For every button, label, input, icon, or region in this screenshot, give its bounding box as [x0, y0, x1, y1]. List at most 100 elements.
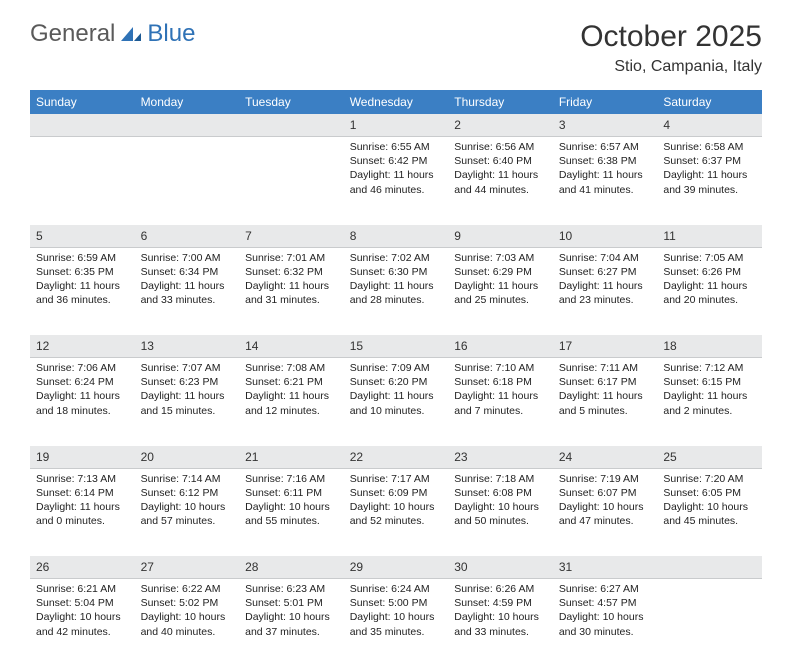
- day-number: 23: [454, 450, 467, 464]
- sunset-text: Sunset: 4:59 PM: [454, 596, 547, 610]
- sail-icon: [119, 25, 143, 43]
- day-number: 12: [36, 339, 49, 353]
- day-content-cell: Sunrise: 7:12 AMSunset: 6:15 PMDaylight:…: [657, 358, 762, 446]
- sunset-text: Sunset: 6:15 PM: [663, 375, 756, 389]
- sunrise-text: Sunrise: 7:12 AM: [663, 361, 756, 375]
- daylight-text: Daylight: 11 hours and 12 minutes.: [245, 389, 338, 417]
- day-content-row: Sunrise: 6:55 AMSunset: 6:42 PMDaylight:…: [30, 137, 762, 225]
- daylight-text: Daylight: 10 hours and 55 minutes.: [245, 500, 338, 528]
- sunrise-text: Sunrise: 6:59 AM: [36, 251, 129, 265]
- weekday-header: Saturday: [657, 90, 762, 114]
- daylight-text: Daylight: 10 hours and 42 minutes.: [36, 610, 129, 638]
- sunrise-text: Sunrise: 6:27 AM: [559, 582, 652, 596]
- sunset-text: Sunset: 6:14 PM: [36, 486, 129, 500]
- day-number: 24: [559, 450, 572, 464]
- daylight-text: Daylight: 10 hours and 57 minutes.: [141, 500, 234, 528]
- weekday-header: Thursday: [448, 90, 553, 114]
- sunrise-text: Sunrise: 7:07 AM: [141, 361, 234, 375]
- day-number-cell: 22: [344, 446, 449, 469]
- daylight-text: Daylight: 11 hours and 23 minutes.: [559, 279, 652, 307]
- day-content-cell: Sunrise: 6:26 AMSunset: 4:59 PMDaylight:…: [448, 579, 553, 667]
- daylight-text: Daylight: 10 hours and 40 minutes.: [141, 610, 234, 638]
- day-content-cell: Sunrise: 7:13 AMSunset: 6:14 PMDaylight:…: [30, 468, 135, 556]
- daylight-text: Daylight: 11 hours and 44 minutes.: [454, 168, 547, 196]
- day-number: 21: [245, 450, 258, 464]
- sunset-text: Sunset: 6:23 PM: [141, 375, 234, 389]
- sunset-text: Sunset: 6:30 PM: [350, 265, 443, 279]
- day-number-cell: 30: [448, 556, 553, 579]
- day-number: 31: [559, 560, 572, 574]
- day-number-cell: 12: [30, 335, 135, 358]
- daylight-text: Daylight: 10 hours and 47 minutes.: [559, 500, 652, 528]
- day-number-cell: 8: [344, 225, 449, 248]
- day-number-cell: [239, 114, 344, 137]
- day-number-cell: 27: [135, 556, 240, 579]
- weekday-header: Friday: [553, 90, 658, 114]
- day-number: 20: [141, 450, 154, 464]
- day-content-cell: Sunrise: 6:55 AMSunset: 6:42 PMDaylight:…: [344, 137, 449, 225]
- sunrise-text: Sunrise: 7:09 AM: [350, 361, 443, 375]
- day-content-cell: Sunrise: 7:10 AMSunset: 6:18 PMDaylight:…: [448, 358, 553, 446]
- sunset-text: Sunset: 6:24 PM: [36, 375, 129, 389]
- sunset-text: Sunset: 6:05 PM: [663, 486, 756, 500]
- day-number-cell: 28: [239, 556, 344, 579]
- day-number: 28: [245, 560, 258, 574]
- sunrise-text: Sunrise: 7:13 AM: [36, 472, 129, 486]
- sunset-text: Sunset: 6:08 PM: [454, 486, 547, 500]
- day-number: 14: [245, 339, 258, 353]
- day-number-cell: 29: [344, 556, 449, 579]
- day-content-cell: Sunrise: 7:03 AMSunset: 6:29 PMDaylight:…: [448, 247, 553, 335]
- daylight-text: Daylight: 11 hours and 41 minutes.: [559, 168, 652, 196]
- sunrise-text: Sunrise: 6:55 AM: [350, 140, 443, 154]
- day-number-cell: 11: [657, 225, 762, 248]
- day-number-cell: 4: [657, 114, 762, 137]
- daylight-text: Daylight: 10 hours and 30 minutes.: [559, 610, 652, 638]
- sunset-text: Sunset: 6:11 PM: [245, 486, 338, 500]
- day-number: 10: [559, 229, 572, 243]
- day-number: 16: [454, 339, 467, 353]
- day-content-cell: Sunrise: 7:04 AMSunset: 6:27 PMDaylight:…: [553, 247, 658, 335]
- sunrise-text: Sunrise: 6:24 AM: [350, 582, 443, 596]
- sunrise-text: Sunrise: 6:26 AM: [454, 582, 547, 596]
- daylight-text: Daylight: 11 hours and 5 minutes.: [559, 389, 652, 417]
- sunset-text: Sunset: 6:27 PM: [559, 265, 652, 279]
- sunrise-text: Sunrise: 7:17 AM: [350, 472, 443, 486]
- sunrise-text: Sunrise: 7:06 AM: [36, 361, 129, 375]
- day-number: 1: [350, 118, 357, 132]
- daylight-text: Daylight: 11 hours and 7 minutes.: [454, 389, 547, 417]
- day-content-cell: Sunrise: 6:57 AMSunset: 6:38 PMDaylight:…: [553, 137, 658, 225]
- day-content-row: Sunrise: 7:13 AMSunset: 6:14 PM Daylight:…: [30, 468, 762, 556]
- day-content-cell: Sunrise: 7:14 AMSunset: 6:12 PMDaylight:…: [135, 468, 240, 556]
- daylight-text: Daylight: 10 hours and 50 minutes.: [454, 500, 547, 528]
- day-number-cell: 20: [135, 446, 240, 469]
- sunset-text: Sunset: 6:20 PM: [350, 375, 443, 389]
- calendar-table: Sunday Monday Tuesday Wednesday Thursday…: [30, 90, 762, 667]
- day-number-cell: 21: [239, 446, 344, 469]
- day-number-cell: 10: [553, 225, 658, 248]
- location: Stio, Campania, Italy: [580, 58, 762, 76]
- daylight-text: Daylight: 10 hours and 33 minutes.: [454, 610, 547, 638]
- day-content-cell: Sunrise: 6:24 AMSunset: 5:00 PMDaylight:…: [344, 579, 449, 667]
- day-number-cell: [30, 114, 135, 137]
- day-number-cell: 15: [344, 335, 449, 358]
- day-number-row: 19202122232425: [30, 446, 762, 469]
- day-number-row: 262728293031: [30, 556, 762, 579]
- sunrise-text: Sunrise: 7:14 AM: [141, 472, 234, 486]
- sunset-text: Sunset: 5:04 PM: [36, 596, 129, 610]
- day-number-row: 1234: [30, 114, 762, 137]
- day-number-cell: 24: [553, 446, 658, 469]
- sunset-text: Sunset: 5:01 PM: [245, 596, 338, 610]
- sunrise-text: Sunrise: 7:11 AM: [559, 361, 652, 375]
- day-content-cell: Sunrise: 7:11 AMSunset: 6:17 PMDaylight:…: [553, 358, 658, 446]
- sunrise-text: Sunrise: 7:19 AM: [559, 472, 652, 486]
- sunset-text: Sunset: 6:12 PM: [141, 486, 234, 500]
- sunset-text: Sunset: 6:35 PM: [36, 265, 129, 279]
- day-content-cell: [30, 137, 135, 225]
- title-block: October 2025 Stio, Campania, Italy: [580, 20, 762, 76]
- day-content-cell: Sunrise: 6:59 AMSunset: 6:35 PMDaylight:…: [30, 247, 135, 335]
- day-number: 13: [141, 339, 154, 353]
- day-number-cell: 17: [553, 335, 658, 358]
- day-number: 19: [36, 450, 49, 464]
- day-number-cell: 19: [30, 446, 135, 469]
- day-number-cell: 6: [135, 225, 240, 248]
